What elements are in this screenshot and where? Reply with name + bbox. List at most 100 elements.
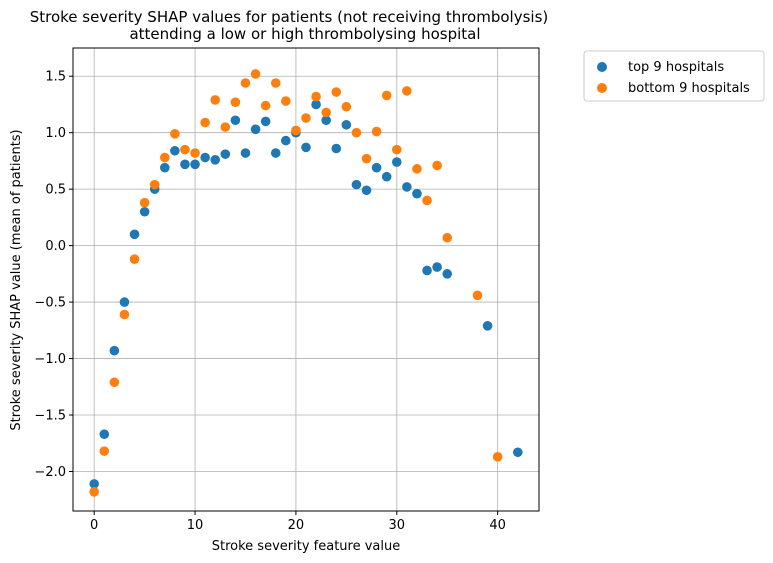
data-point: [210, 154, 221, 165]
x-tick-label: 0: [90, 518, 98, 533]
data-point: [159, 152, 170, 163]
data-point: [159, 162, 170, 173]
data-point: [492, 451, 503, 462]
data-point: [240, 148, 251, 158]
data-point: [331, 143, 342, 154]
data-point: [351, 127, 362, 138]
data-point: [139, 206, 150, 217]
legend-label-bottom-9-hospitals: bottom 9 hospitals: [628, 81, 750, 96]
chart-subtitle: attending a low or high thrombolysing ho…: [129, 25, 480, 43]
legend-marker-bottom-9-hospitals: [597, 83, 607, 93]
axis-ticks: 0 10 20 30 40 −2.0 −1.5 −1.0 −0.5 0.0 0.5 1.0 1.5: [34, 70, 505, 533]
data-point: [180, 159, 190, 170]
data-point: [281, 135, 291, 146]
x-tick-label: 30: [389, 518, 406, 533]
data-point: [391, 144, 402, 155]
data-point: [331, 87, 342, 97]
data-point: [260, 116, 271, 127]
data-point: [472, 290, 483, 301]
data-point: [190, 159, 200, 170]
legend-label-top-9-hospitals: top 9 hospitals: [628, 60, 724, 75]
data-point: [321, 115, 331, 126]
data-point: [230, 97, 241, 108]
data-point: [129, 229, 140, 240]
data-point: [513, 447, 523, 458]
data-point: [250, 69, 261, 79]
data-point: [381, 90, 392, 101]
data-point: [129, 254, 140, 264]
data-point: [89, 479, 99, 489]
data-point: [119, 309, 130, 320]
data-point: [89, 487, 99, 497]
data-point: [200, 152, 210, 163]
data-point: [139, 197, 150, 208]
y-tick-label: 0.5: [45, 183, 66, 198]
data-point: [412, 188, 422, 199]
data-point: [402, 182, 412, 192]
data-point: [361, 185, 372, 196]
y-tick-label: −1.5: [34, 409, 66, 424]
data-point: [361, 153, 372, 164]
data-point: [250, 124, 261, 135]
data-point: [190, 148, 200, 158]
data-point: [99, 446, 110, 456]
data-point: [381, 171, 392, 182]
data-point: [341, 101, 352, 112]
legend-box: [583, 50, 765, 102]
x-tick-label: 40: [489, 518, 506, 533]
data-point: [402, 86, 412, 96]
data-point: [432, 262, 442, 272]
y-tick-label: 1.0: [45, 126, 66, 141]
data-point: [180, 144, 190, 155]
legend-marker-top-9-hospitals: [597, 62, 607, 72]
legend: top 9 hospitals bottom 9 hospitals: [583, 50, 765, 102]
data-point: [109, 377, 120, 388]
data-point: [371, 162, 382, 173]
data-point: [412, 164, 422, 174]
data-point: [281, 96, 291, 106]
y-tick-label: −1.0: [34, 352, 66, 367]
data-point: [422, 195, 432, 206]
data-point: [170, 145, 180, 156]
data-point: [270, 148, 281, 158]
data-point: [270, 78, 281, 88]
data-point: [422, 265, 432, 276]
data-point: [99, 429, 110, 440]
data-point: [240, 78, 251, 88]
data-point: [391, 157, 402, 167]
data-point: [432, 160, 442, 171]
data-point: [210, 95, 221, 105]
data-point: [200, 117, 210, 128]
y-tick-label: 1.5: [45, 70, 66, 85]
data-point: [371, 126, 382, 137]
data-point: [341, 119, 352, 130]
data-point: [291, 125, 301, 136]
data-point: [482, 321, 493, 331]
data-point: [442, 269, 453, 279]
series-bottom-9-hospitals: [89, 69, 503, 497]
x-axis-label: Stroke severity feature value: [212, 539, 400, 554]
x-tick-label: 10: [187, 518, 204, 533]
data-point: [321, 107, 331, 118]
data-point: [230, 115, 241, 126]
data-point: [301, 113, 311, 123]
data-point: [220, 122, 231, 132]
data-point: [260, 100, 271, 111]
y-axis-label: Stroke severity SHAP value (mean of pati…: [9, 129, 24, 430]
data-point: [119, 297, 130, 307]
y-tick-label: 0.0: [45, 239, 66, 254]
data-point: [351, 179, 362, 190]
data-point: [170, 129, 180, 139]
data-point: [301, 142, 311, 153]
plot-frame: [72, 47, 540, 512]
y-tick-label: −0.5: [34, 296, 66, 311]
data-point: [442, 232, 453, 243]
x-tick-label: 20: [288, 518, 305, 533]
data-point: [149, 179, 160, 190]
chart-title: Stroke severity SHAP values for patients…: [30, 8, 549, 26]
data-point: [109, 345, 120, 356]
data-points: [89, 69, 523, 497]
data-point: [311, 99, 321, 110]
y-tick-label: −2.0: [34, 465, 66, 480]
